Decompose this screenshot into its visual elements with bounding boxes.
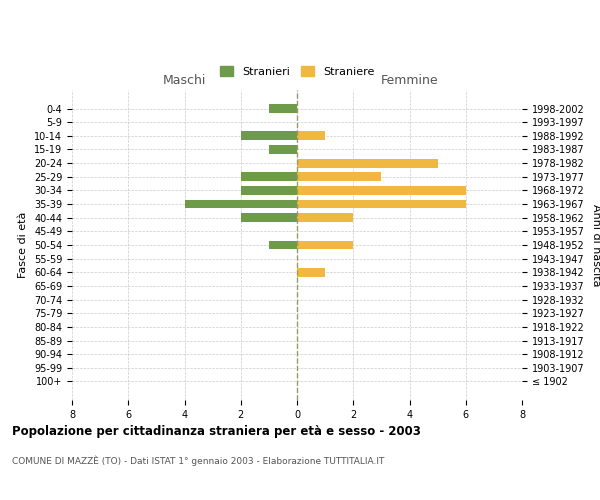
- Text: Femmine: Femmine: [380, 74, 439, 87]
- Bar: [185, 200, 297, 208]
- Bar: [297, 214, 353, 222]
- Text: Popolazione per cittadinanza straniera per età e sesso - 2003: Popolazione per cittadinanza straniera p…: [12, 425, 421, 438]
- Bar: [297, 158, 437, 168]
- Text: COMUNE DI MAZZÈ (TO) - Dati ISTAT 1° gennaio 2003 - Elaborazione TUTTITALIA.IT: COMUNE DI MAZZÈ (TO) - Dati ISTAT 1° gen…: [12, 455, 385, 466]
- Bar: [269, 240, 297, 250]
- Bar: [297, 172, 382, 181]
- Bar: [241, 186, 297, 195]
- Bar: [269, 145, 297, 154]
- Bar: [269, 104, 297, 113]
- Text: Maschi: Maschi: [163, 74, 206, 87]
- Bar: [297, 240, 353, 250]
- Legend: Stranieri, Straniere: Stranieri, Straniere: [215, 62, 379, 81]
- Bar: [297, 132, 325, 140]
- Bar: [297, 186, 466, 195]
- Bar: [297, 200, 466, 208]
- Bar: [241, 172, 297, 181]
- Bar: [241, 132, 297, 140]
- Bar: [297, 268, 325, 276]
- Bar: [241, 214, 297, 222]
- Y-axis label: Fasce di età: Fasce di età: [19, 212, 28, 278]
- Y-axis label: Anni di nascita: Anni di nascita: [591, 204, 600, 286]
